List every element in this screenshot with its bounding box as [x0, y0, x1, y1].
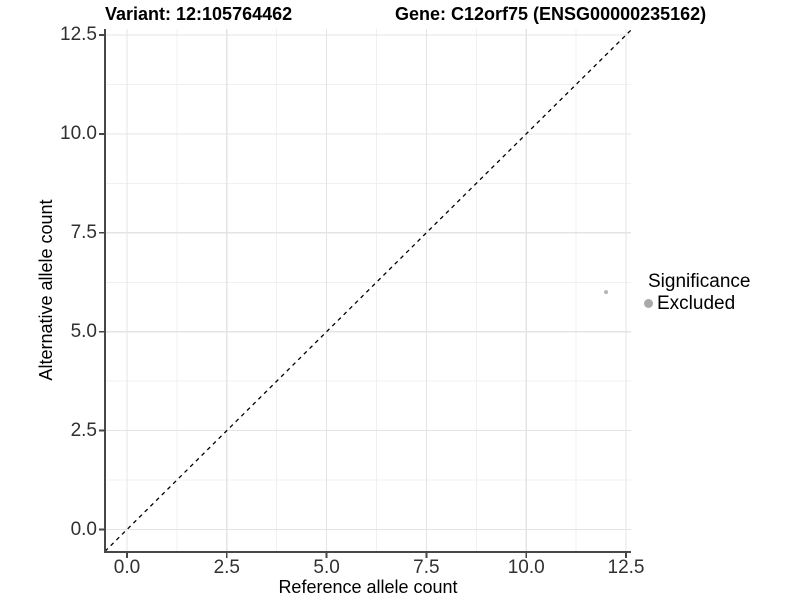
x-axis-tick-label: 5.0 — [313, 557, 340, 578]
legend-item-label: Excluded — [657, 293, 736, 314]
x-axis-tick-label: 2.5 — [213, 557, 240, 578]
data-point — [604, 290, 609, 295]
x-axis-tick-label: 12.5 — [607, 557, 645, 578]
legend-key-dot-icon — [644, 299, 653, 308]
y-axis-tick-label: 10.0 — [60, 122, 97, 144]
legend-items: Excluded — [644, 294, 750, 313]
y-axis-tick-label: 2.5 — [70, 419, 97, 441]
y-axis-tick-label: 0.0 — [70, 518, 97, 540]
y-axis-tick-label: 12.5 — [60, 24, 97, 45]
x-axis-title: Reference allele count — [278, 577, 458, 597]
identity-line — [104, 29, 632, 552]
y-axis-title: Alternative allele count — [36, 199, 56, 381]
x-axis-tick-label: 0.0 — [113, 557, 141, 578]
legend: Significance Excluded — [644, 272, 750, 313]
legend-item: Excluded — [644, 294, 750, 313]
x-axis-tick-label: 7.5 — [413, 557, 440, 578]
plot-title-variant: Variant: 12:105764462 — [105, 4, 293, 24]
x-axis-tick-label: 10.0 — [507, 557, 545, 578]
legend-title: Significance — [648, 271, 751, 292]
y-axis-tick-label: 5.0 — [70, 320, 97, 342]
y-axis-tick-label: 7.5 — [70, 221, 97, 243]
plot-title-gene: Gene: C12orf75 (ENSG00000235162) — [395, 4, 707, 24]
